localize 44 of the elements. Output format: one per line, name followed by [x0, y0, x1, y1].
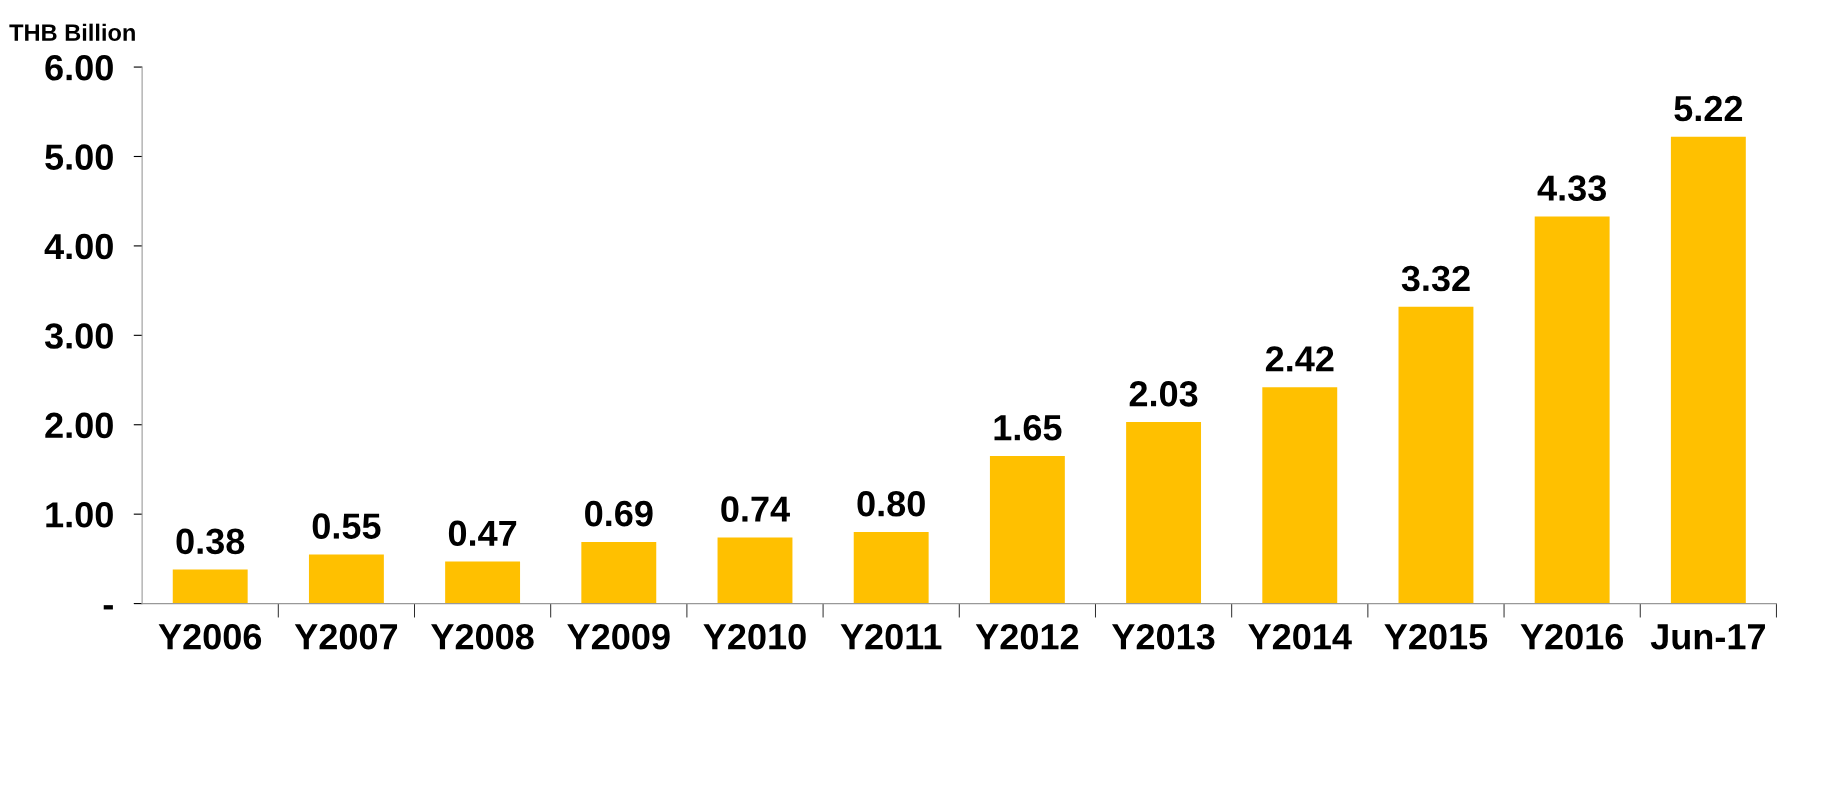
x-tick-label: Y2016 [1520, 623, 1624, 650]
x-tick-label: Y2015 [1384, 623, 1488, 650]
y-tick-label: - [103, 605, 113, 610]
y-tick-label: 6.00 [45, 54, 113, 81]
bar [1534, 216, 1610, 604]
x-tick-label: Y2010 [703, 623, 806, 650]
y-tick-label: 2.00 [45, 412, 113, 439]
x-tick-label: Jun-17 [1650, 624, 1765, 650]
data-label: 0.55 [312, 513, 381, 539]
bar [172, 569, 248, 604]
data-label: 0.38 [176, 528, 245, 555]
data-label: 1.65 [994, 415, 1062, 441]
x-tick-label: Y2008 [431, 623, 534, 650]
x-tick-label: Y2011 [840, 623, 942, 650]
data-label: 0.80 [857, 491, 925, 517]
bar [1262, 387, 1338, 604]
y-tick-label: 3.00 [44, 323, 113, 349]
bar [1126, 422, 1202, 604]
x-tick-label: Y2006 [158, 623, 262, 650]
x-tick-label: Y2014 [1248, 623, 1352, 650]
data-label: 2.42 [1265, 346, 1334, 372]
bar [717, 537, 793, 604]
y-tick-label: 1.00 [46, 502, 113, 528]
y-tick-label: 4.00 [44, 233, 113, 260]
x-tick-label: Y2007 [294, 623, 398, 650]
bar [445, 561, 521, 604]
x-tick-label: Y2013 [1111, 623, 1215, 650]
bar [853, 532, 929, 604]
data-label: 0.47 [448, 520, 517, 547]
bar [308, 554, 384, 604]
data-label: 4.33 [1537, 175, 1606, 201]
y-tick-label: 5.00 [45, 144, 113, 170]
bar [989, 456, 1065, 604]
data-label: 3.32 [1401, 265, 1470, 292]
data-label: 2.03 [1129, 381, 1198, 407]
data-label: 5.22 [1674, 95, 1743, 122]
bar [1398, 306, 1474, 604]
y-axis-title: THB Billion [9, 23, 135, 42]
x-tick-label: Y2012 [975, 623, 1079, 650]
bar [1670, 136, 1746, 604]
bar [581, 541, 657, 604]
x-tick-label: Y2009 [567, 623, 670, 650]
data-label: 0.74 [721, 496, 790, 522]
data-label: 0.69 [585, 500, 653, 527]
